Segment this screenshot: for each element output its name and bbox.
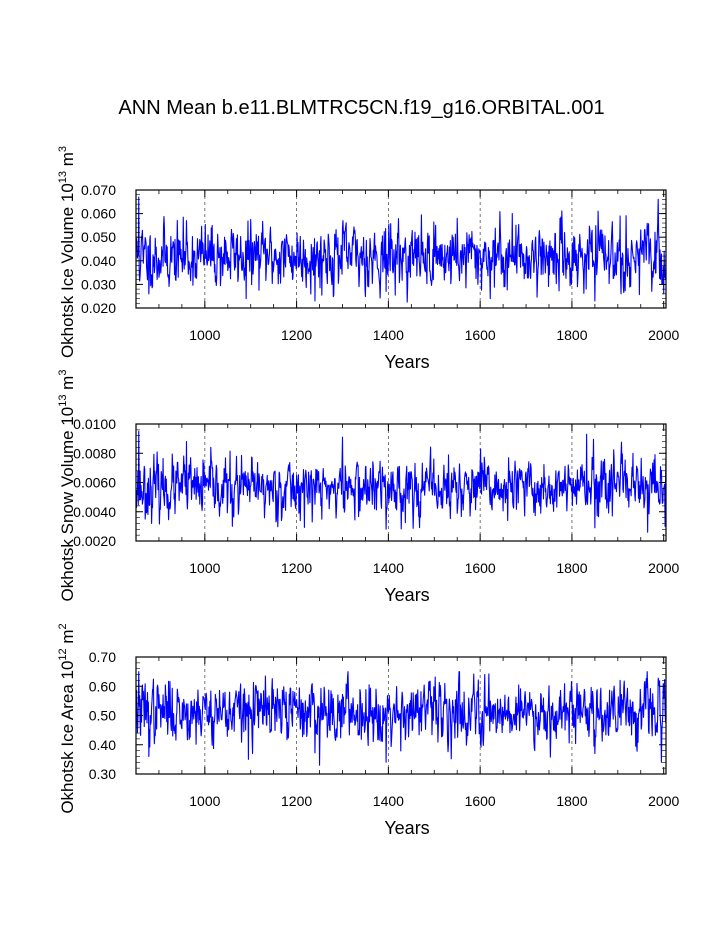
- y-tick-label: 0.30: [89, 766, 116, 782]
- y-tick-label: 0.50: [89, 708, 116, 724]
- snow-volume-panel: 1000 1200 1400 1600 1800 2000 0.0020 0.0040 0.00…: [57, 370, 679, 605]
- x-tick-label: 1200: [281, 793, 312, 809]
- y-tick-label: 0.0060: [73, 475, 116, 491]
- x-tick-label: 1800: [556, 327, 587, 343]
- x-tick-label: 1400: [373, 560, 404, 576]
- series-line: [135, 671, 667, 766]
- x-tick-label: 2000: [648, 327, 679, 343]
- x-axis-label: Years: [384, 818, 429, 838]
- y-tick-label: 0.070: [81, 182, 116, 198]
- y-axis-label: Okhotsk Ice Area 1012 m2: [57, 623, 77, 813]
- x-axis-label: Years: [384, 352, 429, 372]
- y-tick-label: 0.0040: [73, 504, 116, 520]
- y-tick-label: 0.040: [81, 253, 116, 269]
- x-tick-label: 1200: [281, 327, 312, 343]
- y-tick-label: 0.70: [89, 649, 116, 665]
- y-axis-label: Okhotsk Snow Volume 1013 m3: [57, 370, 77, 602]
- x-tick-label: 1200: [281, 560, 312, 576]
- x-tick-label: 2000: [648, 560, 679, 576]
- y-tick-label: 0.60: [89, 678, 116, 694]
- x-tick-label: 1400: [373, 327, 404, 343]
- x-tick-label: 1600: [465, 793, 496, 809]
- x-tick-label: 1600: [465, 327, 496, 343]
- y-axis-label: Okhotsk Ice Volume 1013 m3: [57, 146, 77, 358]
- x-axis-label: Years: [384, 585, 429, 605]
- y-tick-label: 0.020: [81, 300, 116, 316]
- x-tick-label: 2000: [648, 793, 679, 809]
- y-tick-label: 0.0020: [73, 533, 116, 549]
- plot-frame: [135, 189, 667, 309]
- x-tick-label: 1600: [465, 560, 496, 576]
- y-tick-label: 0.0100: [73, 416, 116, 432]
- y-tick-label: 0.030: [81, 276, 116, 292]
- series-line: [135, 196, 667, 303]
- y-tick-label: 0.0080: [73, 445, 116, 461]
- x-tick-label: 1800: [556, 560, 587, 576]
- x-tick-label: 1000: [189, 560, 220, 576]
- ice-volume-panel: 1000 1200 1400 1600 1800 2000 0.020 0.030 0.040 0…: [57, 146, 679, 372]
- series-line: [135, 430, 667, 533]
- x-tick-label: 1000: [189, 793, 220, 809]
- figure-title: ANN Mean b.e11.BLMTRC5CN.f19_g16.ORBITAL…: [118, 97, 605, 119]
- x-tick-label: 1400: [373, 793, 404, 809]
- y-tick-label: 0.050: [81, 229, 116, 245]
- ice-area-panel: 1000 1200 1400 1600 1800 2000 0.30 0.40 0.50 0.60…: [57, 623, 679, 838]
- y-tick-label: 0.40: [89, 737, 116, 753]
- x-tick-label: 1800: [556, 793, 587, 809]
- x-tick-label: 1000: [189, 327, 220, 343]
- y-tick-label: 0.060: [81, 206, 116, 222]
